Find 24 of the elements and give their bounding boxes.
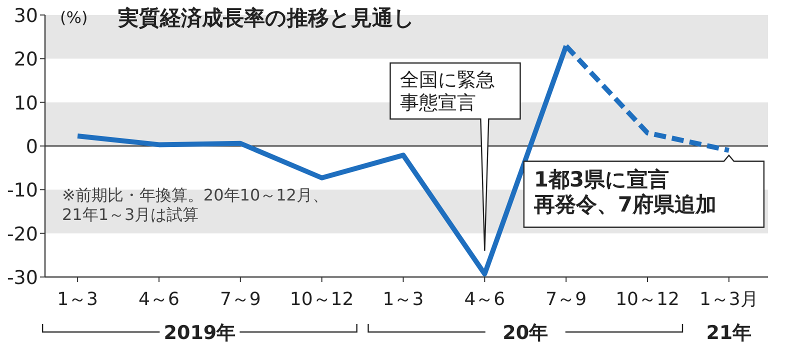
x-tick-label: 4～6: [464, 289, 506, 310]
y-tick-label: 10: [14, 92, 38, 114]
y-axis-title: (%): [60, 8, 88, 27]
text: 20年: [502, 322, 548, 344]
annotation: 1都3県に宣言再発令、7府県追加: [532, 167, 717, 216]
y-tick-label: 30: [14, 5, 38, 27]
annotation: 全国に緊急事態宣言: [400, 69, 496, 114]
y-tick-label: -20: [6, 223, 38, 246]
x-tick-label: 7～9: [220, 289, 261, 310]
text: 21年: [706, 322, 752, 344]
y-tick-label: 0: [26, 136, 38, 158]
text: 2019年: [164, 322, 236, 344]
x-tick-label: 1～3: [57, 289, 98, 310]
x-tick-label: 1～3: [382, 289, 424, 310]
x-tick-label: 4～6: [138, 289, 180, 310]
y-tick-label: -10: [6, 180, 38, 202]
annotation: ※前期比・年換算。20年10～12月、21年1～3月は試算: [62, 186, 328, 224]
y-tick-label: 20: [14, 48, 38, 71]
x-tick-label: 10～12: [290, 289, 354, 310]
x-tick-label: 1～3月: [699, 289, 758, 310]
y-tick-label: -30: [6, 267, 38, 289]
chart-title: 実質経済成長率の推移と見通し: [117, 6, 415, 30]
x-tick-label: 10～12: [616, 289, 680, 310]
x-tick-label: 7～9: [546, 289, 587, 310]
